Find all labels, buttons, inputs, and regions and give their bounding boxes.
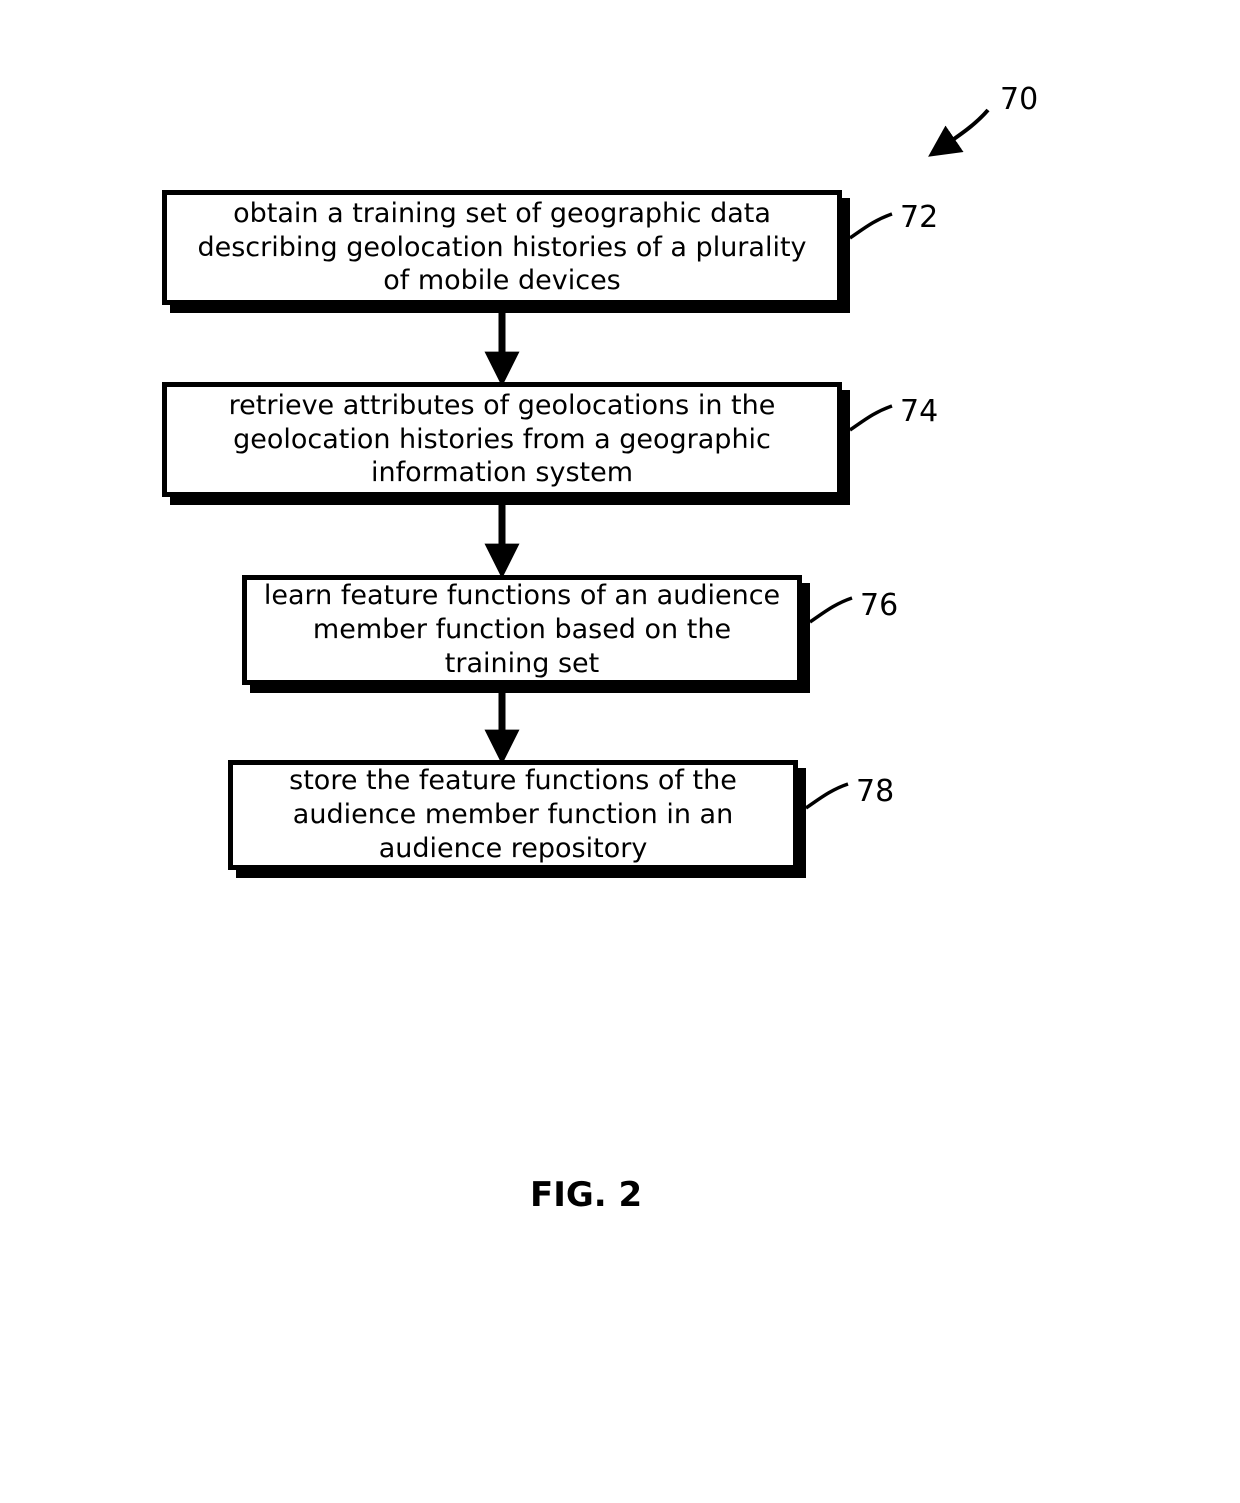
ref-arrow-70 — [938, 110, 988, 150]
figure-caption-text: FIG. 2 — [530, 1175, 642, 1215]
ref-label-72: 72 — [900, 200, 938, 235]
ref-label-76: 76 — [860, 588, 898, 623]
ref-78-text: 78 — [856, 774, 894, 809]
ref-label-70: 70 — [1000, 82, 1038, 117]
leader-74 — [850, 406, 892, 430]
node-4-text: store the feature functions of the audie… — [249, 764, 777, 865]
leader-72 — [850, 214, 892, 238]
figure-caption: FIG. 2 — [530, 1175, 642, 1215]
node-step-1: obtain a training set of geographic data… — [162, 190, 842, 305]
node-1-text: obtain a training set of geographic data… — [183, 197, 821, 298]
node-3-text: learn feature functions of an audience m… — [263, 579, 781, 680]
node-step-4: store the feature functions of the audie… — [228, 760, 798, 870]
node-2-text: retrieve attributes of geolocations in t… — [183, 389, 821, 490]
leader-76 — [810, 598, 852, 622]
ref-label-74: 74 — [900, 394, 938, 429]
leader-78 — [806, 784, 848, 808]
ref-label-78: 78 — [856, 774, 894, 809]
ref-72-text: 72 — [900, 200, 938, 235]
flowchart-canvas: 70 obtain a training set of geographic d… — [0, 0, 1240, 1503]
ref-76-text: 76 — [860, 588, 898, 623]
ref-74-text: 74 — [900, 394, 938, 429]
node-step-3: learn feature functions of an audience m… — [242, 575, 802, 685]
ref-70-text: 70 — [1000, 82, 1038, 117]
node-step-2: retrieve attributes of geolocations in t… — [162, 382, 842, 497]
